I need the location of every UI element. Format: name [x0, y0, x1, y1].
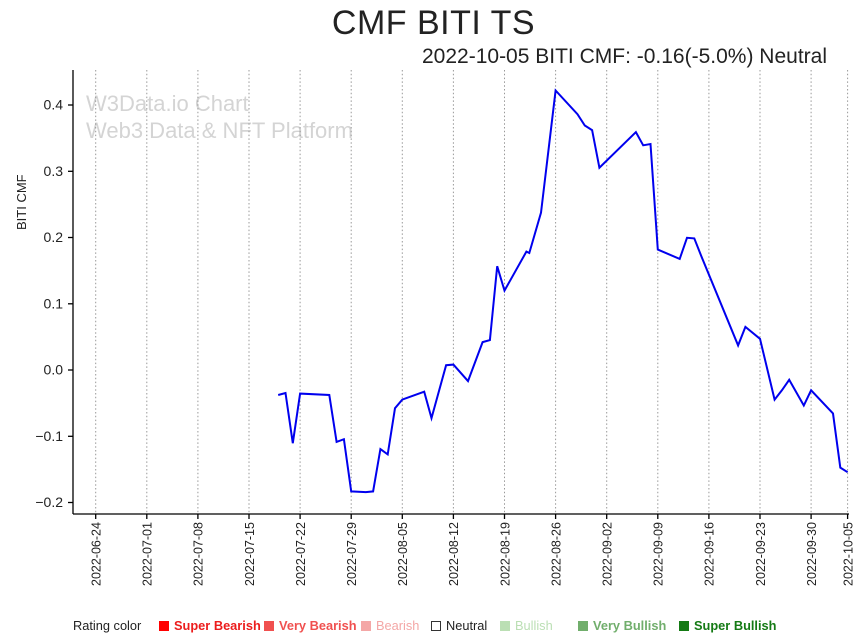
svg-text:2022-09-23: 2022-09-23: [754, 522, 768, 586]
svg-text:0.4: 0.4: [44, 97, 64, 113]
svg-text:2022-09-30: 2022-09-30: [805, 522, 819, 586]
svg-text:2022-09-09: 2022-09-09: [652, 522, 666, 586]
svg-text:0.1: 0.1: [44, 295, 64, 311]
svg-text:0.2: 0.2: [44, 229, 64, 245]
svg-text:0.0: 0.0: [44, 362, 64, 378]
svg-text:2022-08-26: 2022-08-26: [549, 522, 563, 586]
svg-text:2022-07-08: 2022-07-08: [192, 522, 206, 586]
svg-text:2022-07-29: 2022-07-29: [345, 522, 359, 586]
svg-text:−0.2: −0.2: [35, 494, 63, 510]
svg-text:2022-08-19: 2022-08-19: [498, 522, 512, 586]
svg-text:2022-07-22: 2022-07-22: [294, 522, 308, 586]
svg-text:2022-10-05: 2022-10-05: [841, 522, 855, 586]
svg-text:2022-09-16: 2022-09-16: [703, 522, 717, 586]
svg-text:−0.1: −0.1: [35, 428, 63, 444]
svg-text:2022-07-01: 2022-07-01: [141, 522, 155, 586]
svg-text:2022-07-15: 2022-07-15: [243, 522, 257, 586]
svg-text:2022-08-12: 2022-08-12: [447, 522, 461, 586]
svg-text:2022-06-24: 2022-06-24: [90, 522, 104, 586]
svg-text:2022-08-05: 2022-08-05: [396, 522, 410, 586]
svg-text:0.3: 0.3: [44, 163, 64, 179]
svg-text:2022-09-02: 2022-09-02: [601, 522, 615, 586]
